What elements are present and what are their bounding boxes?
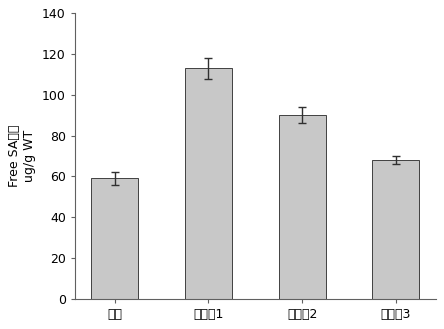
Bar [279, 115, 325, 299]
Y-axis label: Free SA含量
ug/g WT: Free SA含量 ug/g WT [8, 125, 36, 187]
Bar [185, 68, 232, 299]
Bar [91, 178, 138, 299]
Bar [373, 160, 419, 299]
